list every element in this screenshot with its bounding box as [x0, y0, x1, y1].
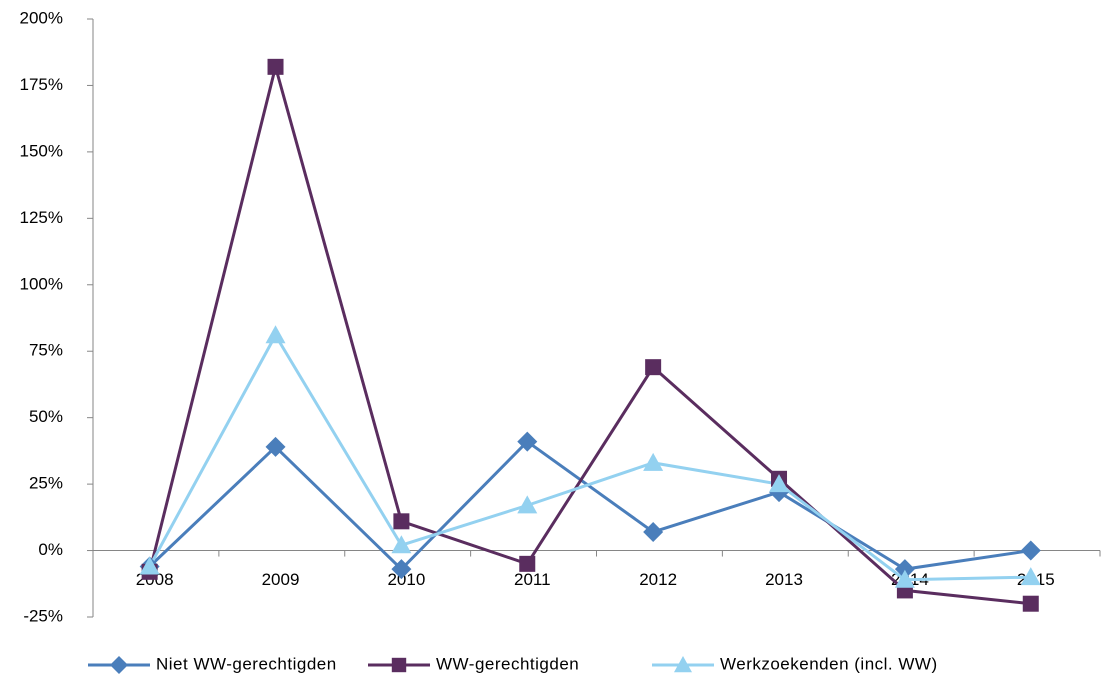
legend-label: Werkzoekenden (incl. WW) — [720, 654, 938, 673]
y-tick-label: 50% — [29, 407, 63, 426]
square-marker — [519, 555, 536, 572]
y-tick-label: -25% — [23, 606, 63, 625]
triangle-marker — [265, 325, 286, 344]
y-tick-label: 75% — [29, 341, 63, 360]
triangle-marker — [769, 474, 790, 493]
triangle-marker — [1020, 567, 1041, 586]
y-tick-label: 0% — [38, 540, 63, 559]
triangle-marker — [643, 452, 664, 471]
x-tick-label: 2013 — [765, 570, 803, 589]
x-tick-label: 2009 — [262, 570, 300, 589]
square-marker — [391, 657, 407, 673]
triangle-marker — [517, 495, 538, 514]
triangle-marker — [674, 656, 692, 673]
y-tick-label: 100% — [20, 274, 63, 293]
square-marker — [267, 58, 284, 75]
y-tick-label: 25% — [29, 474, 63, 493]
square-marker — [1022, 595, 1039, 612]
diamond-marker — [1020, 540, 1041, 561]
series-line — [148, 60, 1031, 606]
x-tick-label: 2011 — [514, 570, 551, 589]
diamond-marker — [391, 559, 412, 580]
x-tick-label: 2010 — [387, 570, 425, 589]
square-marker — [393, 513, 410, 530]
triangle-marker — [391, 535, 412, 554]
y-tick-label: 175% — [20, 75, 63, 94]
legend-label: WW-gerechtigden — [436, 654, 579, 673]
square-marker — [645, 359, 662, 376]
series-line — [148, 439, 1031, 572]
triangle-marker — [139, 556, 160, 575]
diamond-marker — [110, 656, 128, 674]
series-line — [148, 332, 1031, 582]
legend-label: Niet WW-gerechtigden — [156, 654, 337, 673]
y-tick-label: 150% — [20, 141, 63, 160]
y-tick-label: 200% — [20, 8, 63, 27]
triangle-marker — [894, 569, 915, 588]
diamond-marker — [517, 431, 538, 452]
diamond-marker — [894, 559, 915, 580]
y-tick-label: 125% — [20, 208, 63, 227]
x-tick-label: 2012 — [639, 570, 677, 589]
diamond-marker — [643, 521, 664, 542]
diamond-marker — [265, 436, 286, 457]
